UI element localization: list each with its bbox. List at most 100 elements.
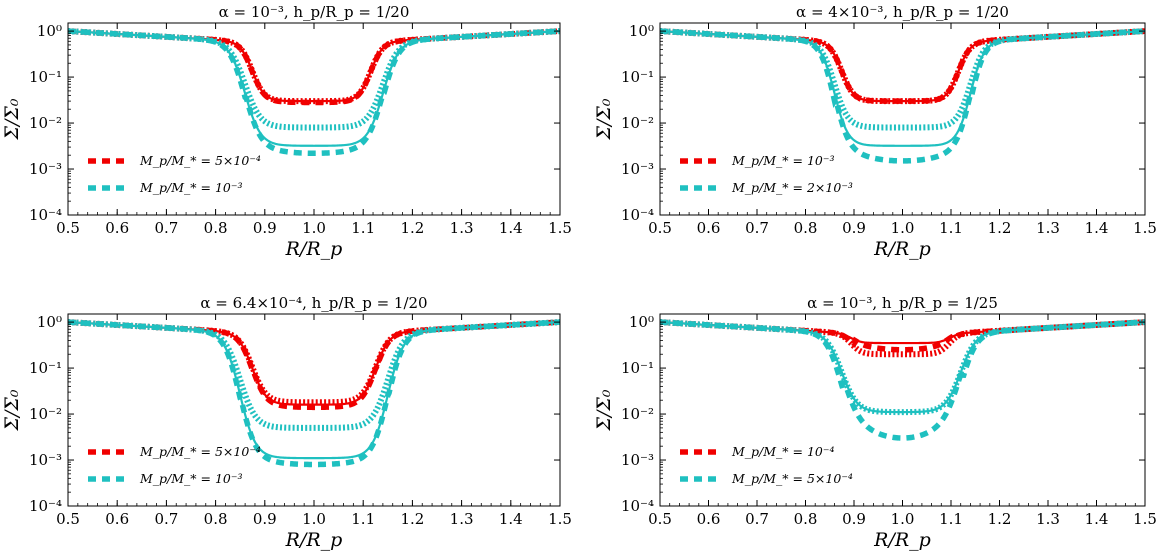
x-tick-label: 1.4: [499, 219, 523, 237]
y-axis-label: Σ/Σ₀: [593, 389, 615, 431]
y-tick-label: 10⁻³: [29, 160, 62, 178]
y-tick-label: 10⁰: [629, 22, 654, 40]
x-tick-label: 0.9: [842, 510, 866, 528]
x-tick-label: 1.1: [939, 510, 963, 528]
x-axis-label: R/R_p: [873, 529, 931, 551]
legend-label: M_p/M_* = 5×10⁻⁴: [139, 444, 261, 459]
y-tick-label: 10⁻¹: [621, 359, 654, 377]
series-line-dashed: [660, 28, 1145, 164]
legend-label: M_p/M_* = 5×10⁻⁴: [139, 153, 261, 168]
legend-label: M_p/M_* = 10⁻³: [139, 471, 243, 486]
x-tick-label: 0.9: [253, 219, 277, 237]
y-tick-label: 10⁰: [37, 313, 62, 331]
x-tick-label: 1.3: [1036, 510, 1060, 528]
legend-label: M_p/M_* = 5×10⁻⁴: [731, 471, 853, 486]
plot-area: [660, 28, 1145, 164]
series-line-dotted: [660, 28, 1145, 105]
x-tick-label: 1.0: [891, 219, 915, 237]
x-tick-label: 0.6: [697, 510, 721, 528]
series-line-dashed: [660, 319, 1145, 441]
chart-title: α = 6.4×10⁻⁴, h_p/R_p = 1/20: [200, 294, 427, 312]
series-red: [68, 28, 560, 106]
y-tick-label: 10⁻²: [29, 114, 62, 132]
series-line-solid: [68, 321, 560, 460]
x-tick-label: 1.2: [400, 510, 424, 528]
series-line-dotted: [660, 319, 1145, 416]
legend-label: M_p/M_* = 10⁻⁴: [731, 444, 835, 459]
chart-title: α = 10⁻³, h_p/R_p = 1/20: [219, 3, 410, 21]
x-tick-label: 0.7: [745, 219, 769, 237]
series-cyan: [68, 319, 560, 468]
y-tick-label: 10⁻¹: [29, 359, 62, 377]
y-tick-label: 10⁻¹: [621, 68, 654, 86]
x-tick-label: 0.8: [794, 219, 818, 237]
legend-label: M_p/M_* = 2×10⁻³: [731, 180, 853, 195]
series-cyan: [660, 319, 1145, 441]
y-axis-label: Σ/Σ₀: [593, 98, 615, 140]
y-tick-label: 10⁻²: [621, 114, 654, 132]
plot-area: [660, 319, 1145, 441]
x-tick-label: 1.4: [499, 510, 523, 528]
series-cyan: [68, 28, 560, 157]
y-axis-label: Σ/Σ₀: [1, 389, 23, 431]
series-line-dashed: [68, 28, 560, 157]
y-tick-label: 10⁻²: [621, 405, 654, 423]
x-tick-label: 0.9: [842, 219, 866, 237]
x-tick-label: 0.7: [154, 510, 178, 528]
y-tick-label: 10⁻⁴: [621, 206, 654, 224]
x-tick-label: 1.4: [1085, 219, 1109, 237]
series-line-dashed: [68, 319, 560, 411]
x-tick-label: 1.5: [548, 219, 572, 237]
plot-area: [68, 319, 560, 468]
x-tick-label: 1.3: [1036, 219, 1060, 237]
series-line-solid: [660, 321, 1145, 414]
y-tick-label: 10⁻⁴: [621, 497, 654, 515]
x-tick-label: 0.5: [56, 219, 80, 237]
x-tick-label: 0.8: [204, 510, 228, 528]
legend-label: M_p/M_* = 10⁻³: [731, 153, 835, 168]
y-tick-label: 10⁻⁴: [29, 206, 62, 224]
series-line-solid: [68, 30, 560, 103]
x-tick-label: 1.2: [988, 219, 1012, 237]
x-tick-label: 0.6: [697, 219, 721, 237]
legend-label: M_p/M_* = 10⁻³: [139, 180, 243, 195]
x-tick-label: 0.8: [794, 510, 818, 528]
x-tick-label: 1.2: [988, 510, 1012, 528]
x-tick-label: 1.0: [891, 510, 915, 528]
x-tick-label: 1.3: [450, 219, 474, 237]
x-tick-label: 0.8: [204, 219, 228, 237]
series-line-dotted: [68, 319, 560, 431]
series-red: [68, 319, 560, 411]
x-tick-label: 1.1: [351, 510, 375, 528]
chart-panel-1: α = 10⁻³, h_p/R_p = 1/20 0.5 0.6 0.7 0.8 0.9 1…: [1, 3, 572, 260]
y-tick-label: 10⁻³: [621, 451, 654, 469]
x-tick-label: 1.5: [1133, 219, 1157, 237]
x-tick-label: 0.5: [648, 219, 672, 237]
chart-panel-3: α = 6.4×10⁻⁴, h_p/R_p = 1/20 0.5 0.6 0.7 0.8…: [1, 294, 572, 551]
x-tick-label: 1.5: [548, 510, 572, 528]
x-tick-label: 0.7: [154, 219, 178, 237]
x-tick-label: 0.6: [105, 219, 129, 237]
x-tick-label: 0.5: [648, 510, 672, 528]
x-tick-label: 1.3: [450, 510, 474, 528]
x-tick-label: 1.2: [400, 219, 424, 237]
x-tick-label: 0.9: [253, 510, 277, 528]
series-line-dashed: [68, 28, 560, 106]
chart-title: α = 4×10⁻³, h_p/R_p = 1/20: [796, 3, 1009, 21]
x-tick-label: 1.1: [351, 219, 375, 237]
chart-panel-4: α = 10⁻³, h_p/R_p = 1/25 0.5 0.6 0.7 0.8 0.9 1…: [593, 294, 1157, 551]
chart-title: α = 10⁻³, h_p/R_p = 1/25: [807, 294, 998, 312]
series-line-dotted: [68, 28, 560, 131]
y-axis-label: Σ/Σ₀: [1, 98, 23, 140]
series-line-dashed: [68, 319, 560, 468]
plot-area: [68, 28, 560, 157]
y-tick-label: 10⁻³: [621, 160, 654, 178]
y-tick-label: 10⁰: [37, 22, 62, 40]
y-tick-label: 10⁻³: [29, 451, 62, 469]
x-axis-label: R/R_p: [285, 529, 343, 551]
series-line-dotted: [660, 28, 1145, 131]
x-tick-label: 0.7: [745, 510, 769, 528]
x-tick-label: 1.0: [302, 510, 326, 528]
x-axis-label: R/R_p: [285, 238, 343, 260]
